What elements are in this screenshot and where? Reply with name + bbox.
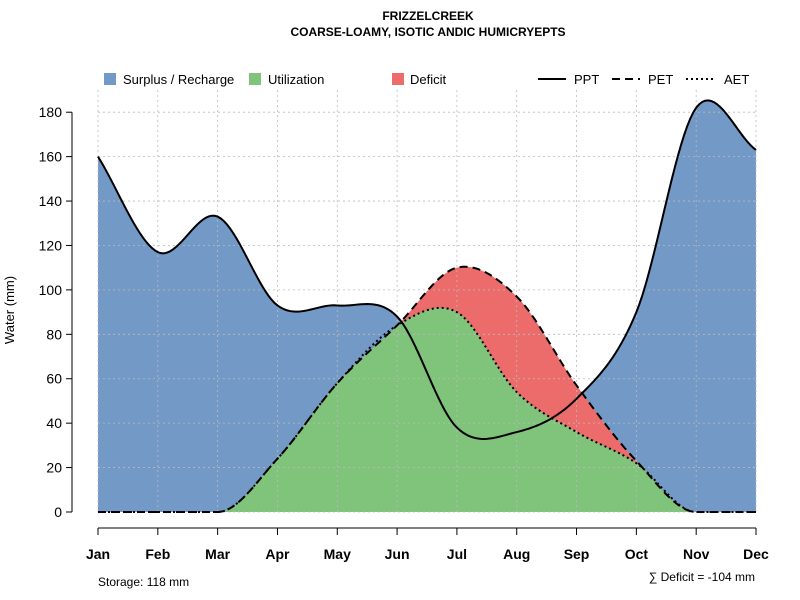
y-tick-label-0: 0 (54, 504, 62, 520)
chart-subtitle: COARSE-LOAMY, ISOTIC ANDIC HUMICRYEPTS (290, 25, 565, 39)
y-axis-label: Water (mm) (2, 276, 17, 344)
legend: Surplus / Recharge Utilization Deficit P… (104, 72, 749, 87)
grid (97, 90, 757, 513)
x-tick-label-sep: Sep (564, 546, 590, 562)
x-tick-label-feb: Feb (145, 546, 170, 562)
x-tick-label-apr: Apr (265, 546, 290, 562)
y-tick-label-5: 100 (39, 282, 63, 298)
legend-swatch-deficit (392, 73, 404, 85)
plot-area (97, 90, 757, 513)
legend-label-aet: AET (724, 72, 749, 87)
legend-swatch-surplus (104, 73, 116, 85)
pet-line (98, 265, 756, 513)
y-tick-label-1: 20 (46, 460, 62, 476)
x-tick-label-oct: Oct (625, 546, 649, 562)
deficit-annotation: ∑ Deficit = -104 mm (649, 570, 755, 584)
x-tick-label-jul: Jul (447, 546, 467, 562)
y-axis: 0 20 40 60 80 100 120 140 160 180 (39, 104, 73, 520)
legend-label-surplus: Surplus / Recharge (123, 72, 234, 87)
y-tick-label-8: 160 (39, 149, 63, 165)
x-tick-label-aug: Aug (503, 546, 530, 562)
storage-annotation: Storage: 118 mm (98, 575, 189, 589)
y-tick-label-3: 60 (46, 371, 62, 387)
area-deficit (98, 266, 756, 512)
legend-label-deficit: Deficit (410, 72, 447, 87)
x-tick-label-may: May (324, 546, 351, 562)
ppt-line (97, 99, 757, 440)
y-tick-label-2: 40 (46, 415, 62, 431)
series-lines (97, 99, 757, 513)
utilization-area (98, 307, 756, 512)
y-tick-label-7: 140 (39, 193, 63, 209)
y-tick-label-9: 180 (39, 104, 63, 120)
legend-swatch-utilization (249, 73, 261, 85)
legend-label-utilization: Utilization (268, 72, 324, 87)
x-tick-label-jun: Jun (385, 546, 410, 562)
aet-line (98, 306, 756, 513)
y-tick-label-6: 120 (39, 237, 63, 253)
y-tick-label-4: 80 (46, 326, 62, 342)
chart-title: FRIZZELCREEK (382, 9, 474, 23)
x-tick-label-nov: Nov (683, 546, 710, 562)
x-tick-label-mar: Mar (205, 546, 230, 562)
surplus-overlay-1 (582, 100, 756, 513)
x-axis: Jan Feb Mar Apr May Jun Jul Aug Sep Oct Nov Dec (86, 527, 769, 562)
x-tick-label-jan: Jan (86, 546, 110, 562)
x-tick-label-dec: Dec (743, 546, 769, 562)
legend-label-pet: PET (648, 72, 673, 87)
legend-label-ppt: PPT (574, 72, 599, 87)
